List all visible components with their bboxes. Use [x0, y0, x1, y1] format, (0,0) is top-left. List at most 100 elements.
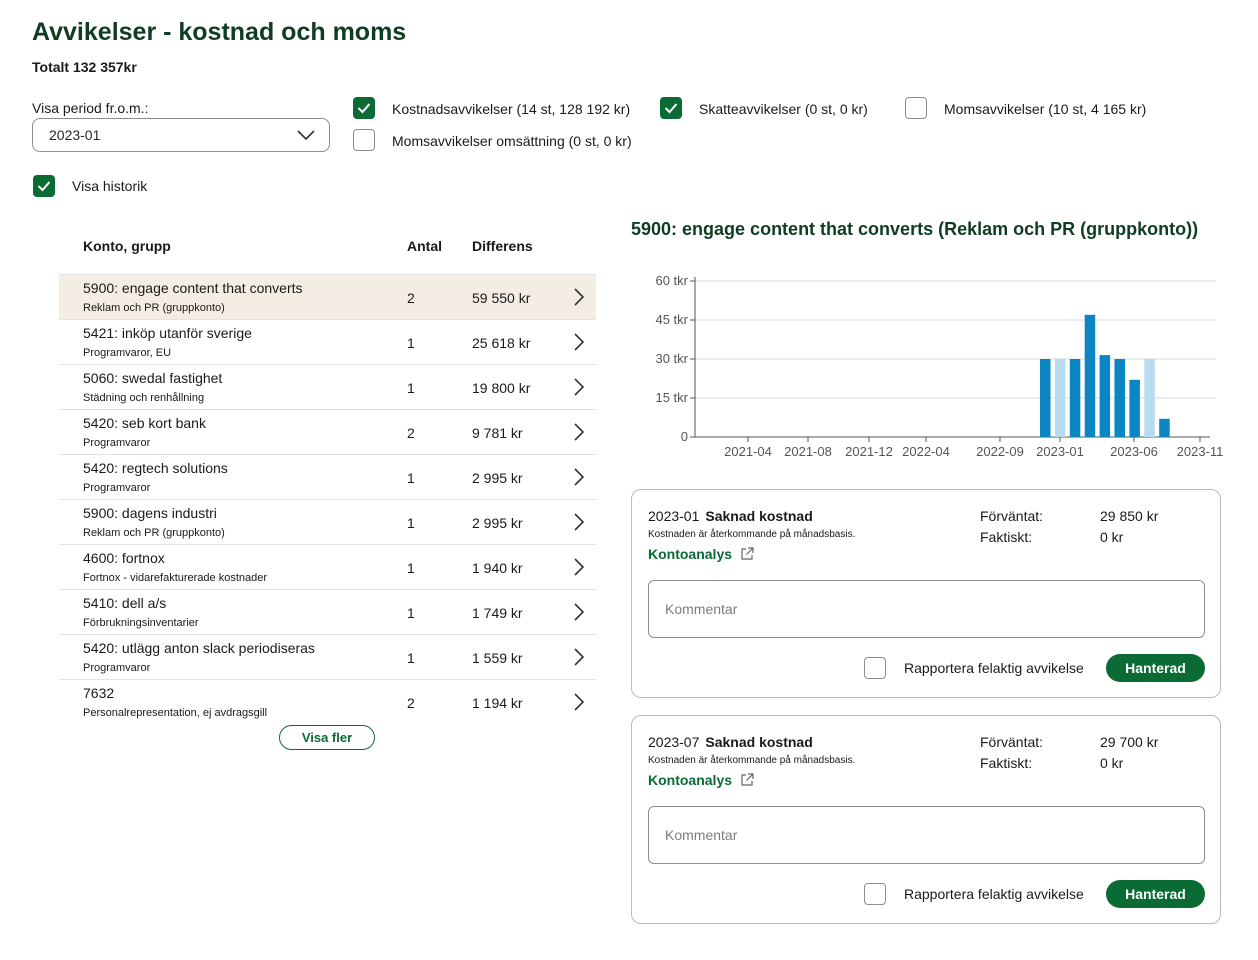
report-incorrect-label: Rapportera felaktig avvikelse: [904, 886, 1084, 902]
row-count: 1: [407, 380, 415, 396]
table-row[interactable]: 7632 Personalrepresentation, ej avdragsgi…: [59, 679, 596, 725]
card-description: Kostnaden är återkommande på månadsbasis…: [648, 755, 856, 766]
momsavvikelser-omsattning-label: Momsavvikelser omsättning (0 st, 0 kr): [392, 133, 632, 149]
account-name: 5420: regtech solutions: [83, 460, 228, 476]
table-row[interactable]: 4600: fortnox Fortnox - vidarefakturerade…: [59, 544, 596, 590]
external-link-icon: [741, 773, 754, 786]
comment-input[interactable]: Kommentar: [648, 580, 1205, 638]
y-tick-label: 60 tkr: [655, 273, 688, 288]
y-tick-label: 30 tkr: [655, 351, 688, 366]
expected-value: 29 850 kr: [1100, 508, 1159, 524]
checkbox-kostnadsavvikelser[interactable]: [353, 97, 375, 119]
period-value: 2023-01: [49, 127, 101, 143]
checkbox-visa-historik[interactable]: [33, 175, 55, 197]
row-count: 1: [407, 515, 415, 531]
chevron-right-icon[interactable]: [573, 467, 585, 487]
x-tick-label: 2022-04: [902, 444, 950, 459]
chevron-right-icon[interactable]: [573, 422, 585, 442]
row-count: 2: [407, 695, 415, 711]
x-tick-label: 2021-08: [784, 444, 832, 459]
report-incorrect-checkbox[interactable]: [864, 657, 886, 679]
row-difference: 1 194 kr: [472, 695, 523, 711]
account-name: 4600: fortnox: [83, 550, 165, 566]
chart-bar: [1144, 359, 1155, 437]
account-name: 5900: engage content that converts: [83, 280, 303, 296]
show-more-button[interactable]: Visa fler: [279, 725, 375, 750]
table-row[interactable]: 5060: swedal fastighet Städning och renhå…: [59, 364, 596, 410]
chevron-right-icon[interactable]: [573, 377, 585, 397]
actual-label: Faktiskt:: [980, 755, 1033, 771]
chart-bar: [1099, 355, 1111, 437]
handled-button[interactable]: Hanterad: [1106, 654, 1205, 682]
chart-bar: [1040, 359, 1051, 437]
deviation-bar-chart: 0 15 tkr 30 tkr 45 tkr 60 tkr 2021-04 2021-08 2…: [655, 273, 1224, 459]
card-period-value: 2023-07: [648, 734, 700, 750]
table-row[interactable]: 5420: utlägg anton slack periodiseras Pro…: [59, 634, 596, 680]
chart-bar: [1159, 418, 1170, 437]
card-description: Kostnaden är återkommande på månadsbasis…: [648, 529, 856, 540]
y-tick-label: 45 tkr: [655, 312, 688, 327]
account-group: Fortnox - vidarefakturerade kostnader: [83, 572, 268, 584]
column-header-diff[interactable]: Differens: [472, 238, 533, 254]
account-name: 5900: dagens industri: [83, 505, 217, 521]
checkmark-icon: [664, 103, 678, 114]
y-tick-label: 15 tkr: [655, 390, 688, 405]
chart-title: 5900: engage content that converts (Rekl…: [631, 219, 1199, 239]
table-row[interactable]: 5410: dell a/s Förbrukningsinventarier 1 1 …: [59, 589, 596, 635]
kontoanalys-link[interactable]: Kontoanalys: [648, 772, 754, 788]
chevron-right-icon[interactable]: [573, 332, 585, 352]
checkbox-momsavvikelser[interactable]: [905, 97, 927, 119]
checkbox-skatteavvikelser[interactable]: [660, 97, 682, 119]
checkbox-momsavvikelser-omsattning[interactable]: [353, 129, 375, 151]
chevron-down-icon: [297, 130, 315, 141]
handled-button[interactable]: Hanterad: [1106, 880, 1205, 908]
table-row[interactable]: 5900: engage content that converts Reklam…: [59, 274, 596, 320]
kontoanalys-label: Kontoanalys: [648, 772, 733, 788]
external-link-icon: [741, 547, 754, 560]
expected-value: 29 700 kr: [1100, 734, 1159, 750]
table-row[interactable]: 5420: regtech solutions Programvaror 1 2 99…: [59, 454, 596, 500]
row-difference: 2 995 kr: [472, 515, 523, 531]
row-difference: 25 618 kr: [472, 335, 531, 351]
card-type: Saknad kostnad: [705, 508, 813, 524]
momsavvikelser-label: Momsavvikelser (10 st, 4 165 kr): [944, 101, 1147, 117]
x-tick-label: 2023-11: [1177, 444, 1224, 459]
y-tick-label: 0: [681, 429, 688, 444]
row-count: 2: [407, 290, 415, 306]
row-count: 1: [407, 650, 415, 666]
x-tick-label: 2022-09: [976, 444, 1024, 459]
kontoanalys-link[interactable]: Kontoanalys: [648, 546, 754, 562]
report-incorrect-checkbox[interactable]: [864, 883, 886, 905]
column-header-count[interactable]: Antal: [407, 238, 442, 254]
account-group: Personalrepresentation, ej avdragsgill: [83, 707, 268, 719]
comment-input[interactable]: Kommentar: [648, 806, 1205, 864]
visa-historik-label: Visa historik: [72, 178, 148, 194]
chevron-right-icon[interactable]: [573, 647, 585, 667]
account-group: Programvaror, EU: [83, 347, 172, 359]
skatteavvikelser-label: Skatteavvikelser (0 st, 0 kr): [699, 101, 868, 117]
table-row[interactable]: 5421: inköp utanför sverige Programvaror,…: [59, 319, 596, 365]
card-type: Saknad kostnad: [705, 734, 813, 750]
account-name: 7632: [83, 685, 115, 701]
chevron-right-icon[interactable]: [573, 692, 585, 712]
table-row[interactable]: 5420: seb kort bank Programvaror 2 9 781 kr: [59, 409, 596, 455]
account-group: Programvaror: [83, 437, 151, 449]
chevron-right-icon[interactable]: [573, 287, 585, 307]
column-header-account[interactable]: Konto, grupp: [83, 238, 171, 254]
page-title: Avvikelser - kostnad och moms: [32, 18, 407, 46]
x-tick-label: 2021-12: [845, 444, 893, 459]
table-row[interactable]: 5900: dagens industri Reklam och PR (grup…: [59, 499, 596, 545]
x-tick-label: 2023-01: [1036, 444, 1084, 459]
chevron-right-icon[interactable]: [573, 602, 585, 622]
card-period: 2023-01 Saknad kostnad: [648, 508, 813, 524]
card-period-value: 2023-01: [648, 508, 700, 524]
row-count: 1: [407, 470, 415, 486]
row-difference: 9 781 kr: [472, 425, 523, 441]
chevron-right-icon[interactable]: [573, 557, 585, 577]
chart-bar: [1129, 379, 1140, 437]
account-group: Programvaror: [83, 482, 151, 494]
period-select[interactable]: 2023-01: [32, 118, 330, 152]
account-name: 5420: utlägg anton slack periodiseras: [83, 640, 315, 656]
row-difference: 2 995 kr: [472, 470, 523, 486]
chevron-right-icon[interactable]: [573, 512, 585, 532]
